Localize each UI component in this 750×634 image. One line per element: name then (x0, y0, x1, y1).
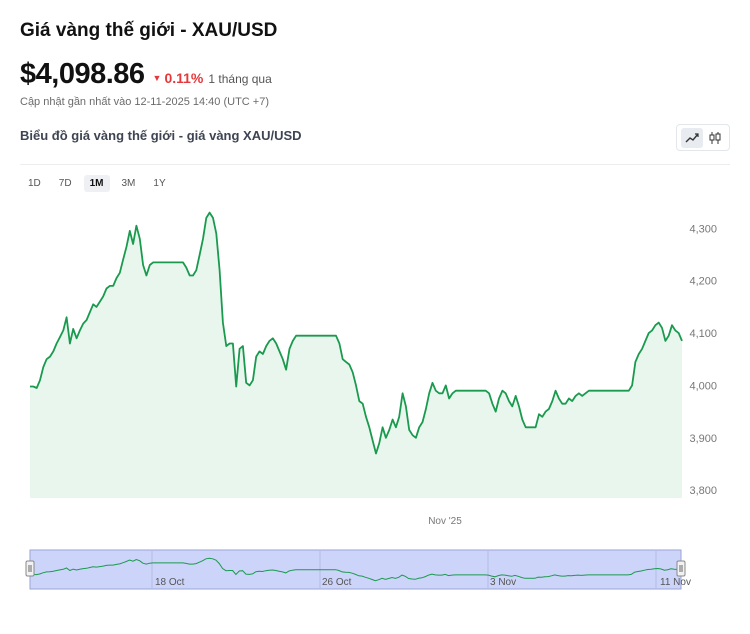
triangle-down-icon: ▼ (152, 73, 162, 83)
y-tick-label: 4,000 (689, 380, 717, 392)
chart-subtitle: Biểu đồ giá vàng thế giới - giá vàng XAU… (20, 128, 302, 143)
navigator-handle-left[interactable] (25, 560, 35, 577)
line-chart-button[interactable] (680, 127, 703, 148)
navigator-date-label: 3 Nov (490, 577, 516, 588)
navigator-selection[interactable] (29, 549, 682, 590)
navigator-line (30, 557, 682, 582)
navigator-handle-right[interactable] (676, 560, 686, 577)
navigator-date-label: 11 Nov (660, 577, 691, 588)
line-chart-icon (685, 132, 699, 142)
header-divider (20, 164, 730, 165)
price-row: $4,098.86 ▼ 0.11% 1 tháng qua (20, 58, 272, 91)
change-period: 1 tháng qua (208, 72, 272, 86)
candlestick-icon (709, 131, 720, 144)
range-selector: 1D 7D 1M 3M 1Y (22, 175, 172, 192)
y-tick-label: 3,900 (689, 433, 717, 445)
range-1d[interactable]: 1D (28, 178, 41, 189)
price-line (30, 211, 683, 455)
range-1y[interactable]: 1Y (153, 178, 166, 189)
x-tick-label: Nov '25 (428, 516, 462, 527)
current-price: $4,098.86 (20, 58, 145, 90)
range-3m[interactable]: 3M (121, 178, 136, 189)
page-title: Giá vàng thế giới - XAU/USD (20, 20, 278, 41)
range-7d[interactable]: 7D (58, 178, 72, 189)
navigator-date-label: 26 Oct (322, 577, 352, 588)
price-area (30, 212, 682, 498)
navigator-date-label: 18 Oct (155, 577, 185, 588)
y-tick-label: 4,200 (689, 276, 717, 288)
y-tick-label: 4,100 (689, 328, 717, 340)
y-tick-label: 4,300 (689, 223, 717, 235)
last-updated: Cập nhật gần nhất vào 12-11-2025 14:40 (… (20, 96, 269, 108)
chart-type-toggle (676, 124, 730, 151)
candlestick-button[interactable] (704, 128, 726, 148)
y-tick-label: 3,800 (689, 485, 717, 497)
range-1m[interactable]: 1M (83, 175, 110, 192)
price-change-percent: 0.11% (164, 70, 204, 86)
